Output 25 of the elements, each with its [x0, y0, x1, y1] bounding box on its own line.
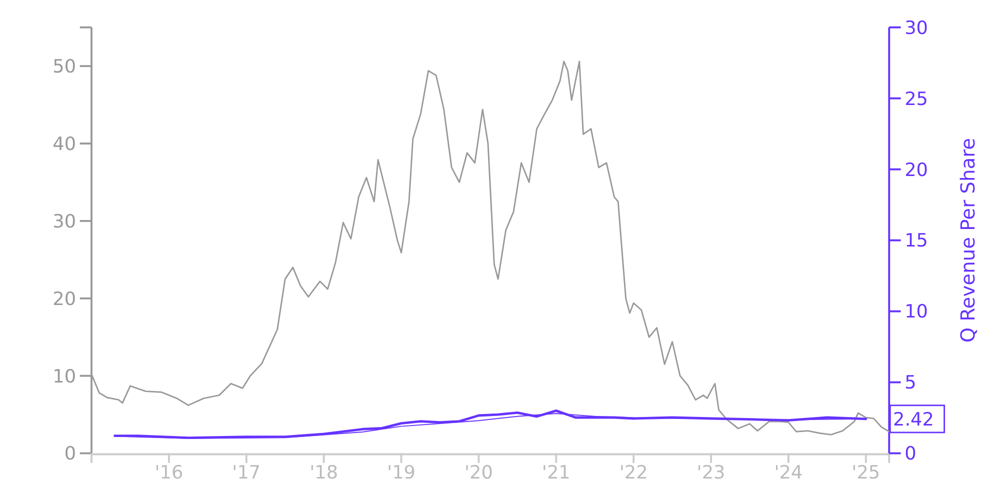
x-tick-label: '17: [232, 462, 261, 484]
y2-tick-label: 10: [904, 302, 928, 323]
y-tick-label: 50: [52, 56, 76, 78]
x-tick-label: '25: [852, 462, 880, 484]
y2-tick-label: 20: [904, 160, 928, 181]
y2-tick-label: 25: [904, 88, 928, 110]
y-tick-label: 0: [64, 444, 76, 465]
x-tick-label: '16: [154, 462, 184, 484]
x-tick-label: '21: [542, 462, 570, 484]
x-tick-label: '22: [619, 462, 648, 484]
y2-tick-label: 30: [904, 18, 928, 39]
y-tick-label: 30: [52, 211, 76, 232]
y2-tick-label: 5: [904, 372, 916, 394]
y-tick-label: 10: [52, 366, 76, 388]
y-tick-label: 20: [52, 288, 76, 310]
x-tick-label: '18: [310, 462, 338, 484]
x-tick-label: '20: [464, 462, 493, 484]
x-tick-label: '23: [696, 462, 726, 484]
x-tick-label: '19: [387, 462, 416, 484]
y2-axis-title: Q Revenue Per Share: [956, 138, 980, 343]
text: 2.42: [893, 409, 934, 430]
x-tick-label: '24: [774, 462, 803, 484]
y2-tick-label: 0: [904, 444, 916, 465]
y2-tick-label: 15: [904, 230, 928, 252]
y-tick-label: 40: [52, 134, 76, 155]
